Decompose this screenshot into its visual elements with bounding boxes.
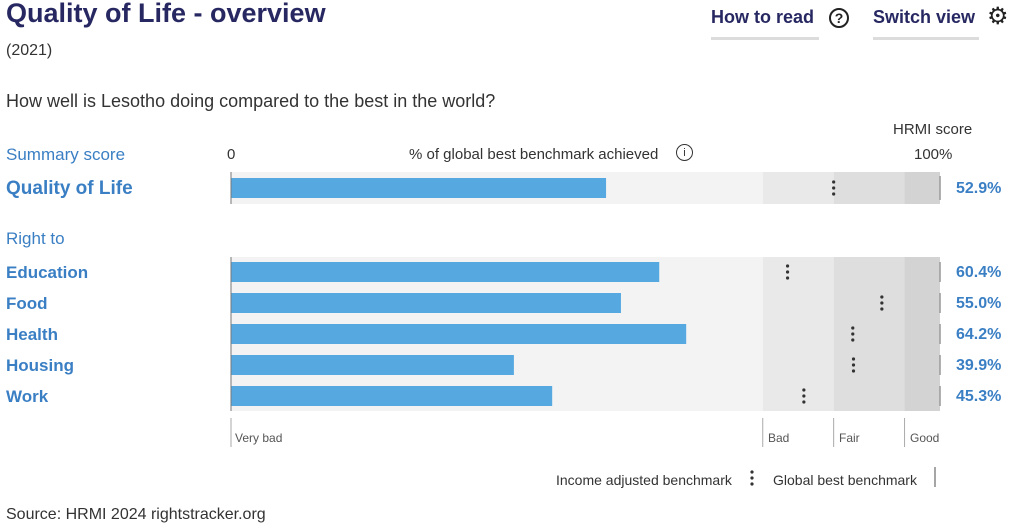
chart-question: How well is Lesotho doing compared to th…: [6, 91, 496, 111]
score-food: 55.0%: [956, 295, 1002, 312]
row-label-health: Health: [6, 325, 58, 344]
benchmark-marker-housing: [851, 357, 856, 373]
row-label-work: Work: [6, 387, 49, 406]
page-title: Quality of Life - overview: [6, 0, 326, 28]
switch-view-underline: [873, 37, 979, 40]
right-to-label: Right to: [6, 229, 65, 248]
bar-education: [231, 262, 660, 282]
benchmark-marker-education: [785, 264, 790, 280]
bar-health: [231, 324, 687, 344]
legend-global-best: Global best benchmark: [773, 472, 917, 488]
bar-summary: [231, 178, 607, 198]
summary-row-label: Quality of Life: [6, 178, 133, 199]
axis-caption: % of global best benchmark achieved: [409, 146, 659, 163]
how-to-read-label: How to read: [711, 7, 815, 27]
switch-view-label: Switch view: [873, 7, 976, 27]
source-note: Source: HRMI 2024 rightstracker.org: [6, 506, 266, 523]
benchmark-marker-summary: [832, 180, 836, 196]
score-housing: 39.9%: [956, 357, 1002, 374]
band-label-very-bad: Very bad: [235, 431, 283, 445]
axis-hundred-label: 100%: [914, 146, 953, 163]
question-icon[interactable]: ?: [829, 8, 849, 28]
row-label-education: Education: [6, 263, 89, 282]
hrmi-score-heading: HRMI score: [893, 121, 973, 138]
bar-food: [231, 293, 621, 313]
summary-score-label: Summary score: [6, 145, 126, 164]
axis-zero-label: 0: [227, 146, 236, 163]
gear-icon[interactable]: ⚙: [987, 3, 1009, 30]
summary-score-value: 52.9%: [956, 180, 1002, 197]
bar-housing: [231, 355, 514, 375]
bar-work: [231, 386, 553, 406]
how-to-read-button[interactable]: How to read: [711, 7, 814, 28]
benchmark-marker-work: [802, 388, 806, 404]
legend-income-adjusted: Income adjusted benchmark: [556, 472, 732, 488]
score-health: 64.2%: [956, 326, 1002, 343]
benchmark-marker-food: [880, 295, 884, 311]
band-bg-summary-good: [904, 172, 940, 204]
band-label-good: Good: [910, 431, 940, 445]
band-bg-rights-bad: [762, 257, 834, 411]
row-label-food: Food: [6, 294, 48, 313]
benchmark-marker-health: [851, 326, 855, 342]
info-icon[interactable]: i: [676, 144, 693, 161]
score-work: 45.3%: [956, 388, 1002, 405]
how-to-read-underline: [711, 37, 819, 40]
band-bg-summary-fair: [833, 172, 905, 204]
band-bg-rights-fair: [833, 257, 905, 411]
band-label-fair: Fair: [839, 431, 860, 445]
year-label: (2021): [6, 42, 53, 59]
score-education: 60.4%: [956, 264, 1002, 281]
row-label-housing: Housing: [6, 356, 74, 375]
band-bg-rights-good: [904, 257, 940, 411]
band-label-bad: Bad: [768, 431, 790, 445]
band-bg-summary-bad: [762, 172, 834, 204]
switch-view-button[interactable]: Switch view: [873, 7, 975, 28]
